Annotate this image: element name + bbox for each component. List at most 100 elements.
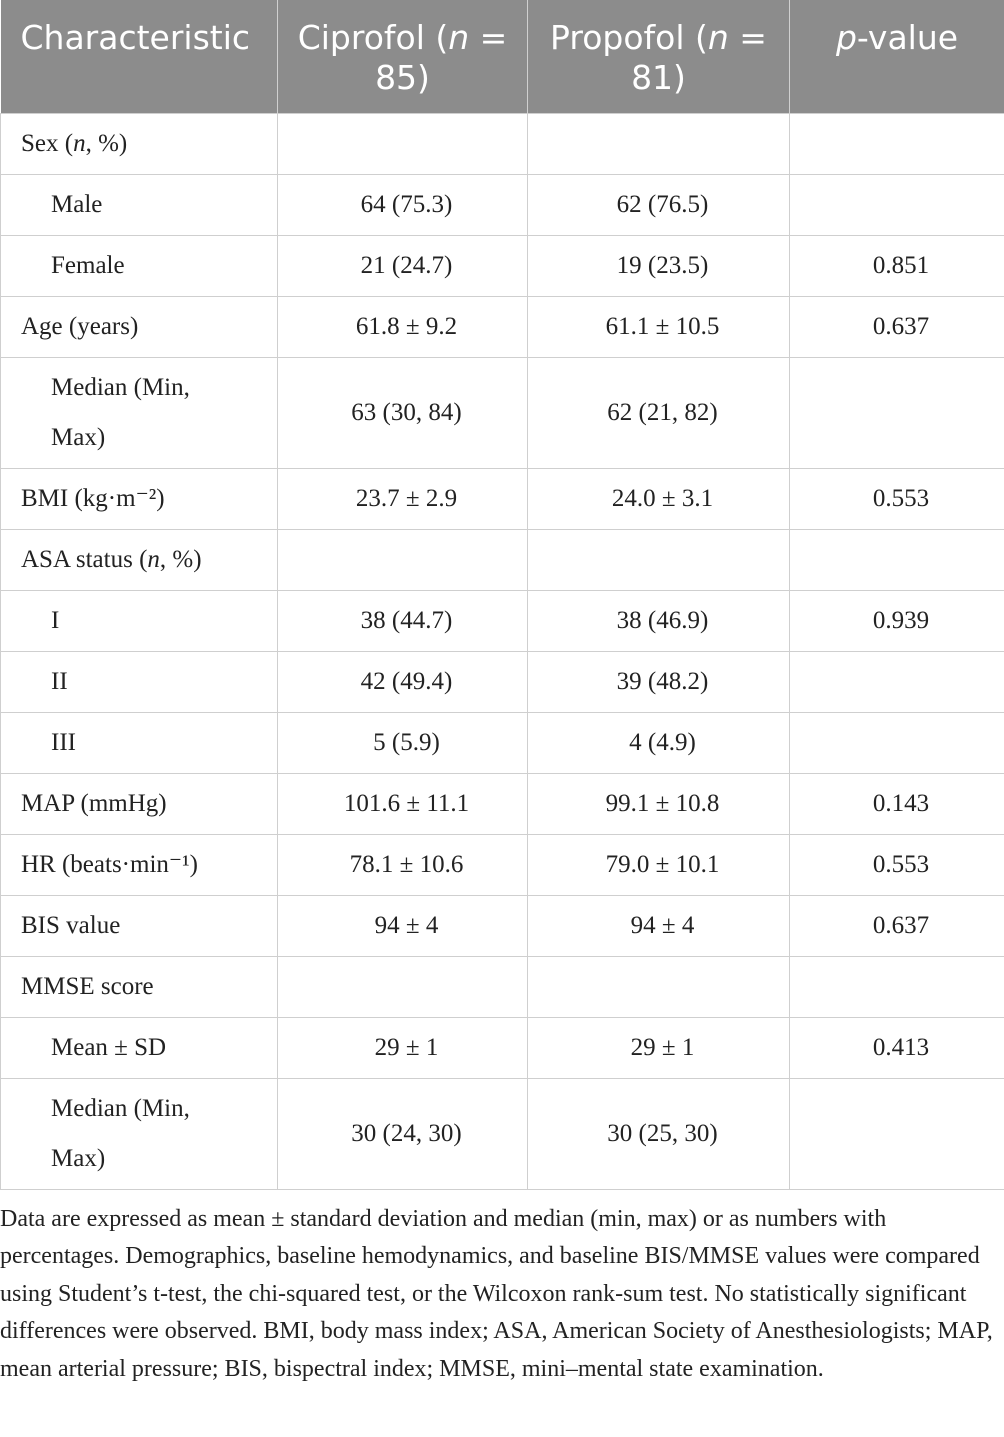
data-table: Characteristic Ciprofol (n = 85) Propofol … xyxy=(0,0,1004,1190)
cell-text: MMSE score xyxy=(21,973,154,1000)
table-cell xyxy=(277,113,528,175)
cell-text: I xyxy=(51,607,60,634)
table-row: Sex (n, %) xyxy=(0,113,1004,175)
table-cell: 29 ± 1 xyxy=(277,1017,528,1079)
table-cell: Age (years) xyxy=(0,296,278,358)
table-cell: 101.6 ± 11.1 xyxy=(277,773,528,835)
cell-text: 24.0 ± 3.1 xyxy=(611,485,714,512)
cell-text: 94 ± 4 xyxy=(374,912,439,939)
cell-text-segment: ASA status ( xyxy=(21,546,148,573)
table-cell: 79.0 ± 10.1 xyxy=(527,834,790,896)
table-row: MAP (mmHg) 101.6 ± 11.1 99.1 ± 10.8 0.143 xyxy=(0,773,1004,835)
cell-text-segment: -value xyxy=(856,18,959,57)
header-row: Characteristic Ciprofol (n = 85) Propofol … xyxy=(0,0,1004,114)
table-cell: Sex (n, %) xyxy=(0,113,278,175)
table-cell: II xyxy=(0,651,278,713)
table-cell: 0.553 xyxy=(789,834,1004,896)
cell-text: HR (beats·min⁻¹) xyxy=(21,851,198,878)
cell-text: 4 (4.9) xyxy=(629,729,696,756)
cell-text: 30 (24, 30) xyxy=(351,1120,462,1147)
table-cell xyxy=(789,113,1004,175)
table-cell: III xyxy=(0,712,278,774)
table-cell: 94 ± 4 xyxy=(527,895,790,957)
footnote: Data are expressed as mean ± standard de… xyxy=(0,1206,993,1382)
table-cell: 0.637 xyxy=(789,296,1004,358)
table-cell: 0.413 xyxy=(789,1017,1004,1079)
cell-text-segment: , %) xyxy=(159,546,202,573)
table-cell: 78.1 ± 10.6 xyxy=(277,834,528,896)
cell-text: Mean ± SD xyxy=(51,1034,167,1061)
cell-text-segment: = 81) xyxy=(631,18,767,97)
table-cell xyxy=(527,113,790,175)
cell-text: 62 (76.5) xyxy=(616,191,709,218)
table-cell: 30 (24, 30) xyxy=(277,1078,528,1190)
cell-text-segment: Sex ( xyxy=(21,130,74,157)
cell-text: 0.553 xyxy=(872,485,930,512)
table-cell: 94 ± 4 xyxy=(277,895,528,957)
table-cell: Mean ± SD xyxy=(0,1017,278,1079)
cell-text: 61.1 ± 10.5 xyxy=(605,313,720,340)
cell-text-segment: n xyxy=(707,18,729,57)
cell-text: 0.939 xyxy=(872,607,930,634)
cell-text: Median (Min, Max) xyxy=(51,374,190,451)
table-cell xyxy=(789,529,1004,591)
table-cell xyxy=(789,651,1004,713)
table-cell xyxy=(277,956,528,1018)
table-cell: 61.1 ± 10.5 xyxy=(527,296,790,358)
table-cell: 99.1 ± 10.8 xyxy=(527,773,790,835)
table-cell xyxy=(789,174,1004,236)
table-row: BIS value 94 ± 4 94 ± 4 0.637 xyxy=(0,895,1004,957)
cell-text: 99.1 ± 10.8 xyxy=(605,790,720,817)
table-cell: 24.0 ± 3.1 xyxy=(527,468,790,530)
table-cell: 5 (5.9) xyxy=(277,712,528,774)
table-row: Age (years) 61.8 ± 9.2 61.1 ± 10.5 0.637 xyxy=(0,296,1004,358)
table-row: Male 64 (75.3) 62 (76.5) xyxy=(0,174,1004,236)
cell-text: 94 ± 4 xyxy=(630,912,695,939)
cell-text-segment: Propofol ( xyxy=(550,18,708,57)
table-cell: 62 (21, 82) xyxy=(527,357,790,469)
cell-text-segment: n xyxy=(73,130,86,157)
table-cell: 0.851 xyxy=(789,235,1004,297)
table-row: Median (Min, Max) 30 (24, 30) 30 (25, 30) xyxy=(0,1078,1004,1190)
header-cell: Propofol (n = 81) xyxy=(527,0,790,114)
table-cell: 0.553 xyxy=(789,468,1004,530)
cell-text: Female xyxy=(51,252,125,279)
table-cell: HR (beats·min⁻¹) xyxy=(0,834,278,896)
table-cell xyxy=(789,712,1004,774)
table-row: II 42 (49.4) 39 (48.2) xyxy=(0,651,1004,713)
table-cell: 64 (75.3) xyxy=(277,174,528,236)
table-cell xyxy=(789,956,1004,1018)
table-row: III 5 (5.9) 4 (4.9) xyxy=(0,712,1004,774)
table-cell: 0.939 xyxy=(789,590,1004,652)
table-cell: 38 (44.7) xyxy=(277,590,528,652)
cell-text: 79.0 ± 10.1 xyxy=(605,851,720,878)
table-cell xyxy=(789,1078,1004,1190)
table-cell: 0.637 xyxy=(789,895,1004,957)
table-cell: 29 ± 1 xyxy=(527,1017,790,1079)
table-cell: 42 (49.4) xyxy=(277,651,528,713)
header-cell: p-value xyxy=(789,0,1004,114)
cell-text: 21 (24.7) xyxy=(360,252,453,279)
cell-text: 0.143 xyxy=(872,790,930,817)
cell-text: 38 (46.9) xyxy=(616,607,709,634)
cell-text: 19 (23.5) xyxy=(616,252,709,279)
cell-text: 23.7 ± 2.9 xyxy=(355,485,458,512)
cell-text: 0.637 xyxy=(872,313,930,340)
table-cell: 38 (46.9) xyxy=(527,590,790,652)
table-cell xyxy=(527,956,790,1018)
table-cell: 21 (24.7) xyxy=(277,235,528,297)
table-cell: MAP (mmHg) xyxy=(0,773,278,835)
cell-text: 0.637 xyxy=(872,912,930,939)
cell-text-segment: n xyxy=(448,18,470,57)
table-cell: 61.8 ± 9.2 xyxy=(277,296,528,358)
table-row: I 38 (44.7) 38 (46.9) 0.939 xyxy=(0,590,1004,652)
table-cell: BMI (kg·m⁻²) xyxy=(0,468,278,530)
cell-text: MAP (mmHg) xyxy=(21,790,167,817)
table-cell: MMSE score xyxy=(0,956,278,1018)
cell-text: 0.553 xyxy=(872,851,930,878)
cell-text-segment: p xyxy=(835,18,857,57)
table-row: ASA status (n, %) xyxy=(0,529,1004,591)
cell-text-segment: Characteristic xyxy=(20,18,251,57)
cell-text: 29 ± 1 xyxy=(374,1034,439,1061)
